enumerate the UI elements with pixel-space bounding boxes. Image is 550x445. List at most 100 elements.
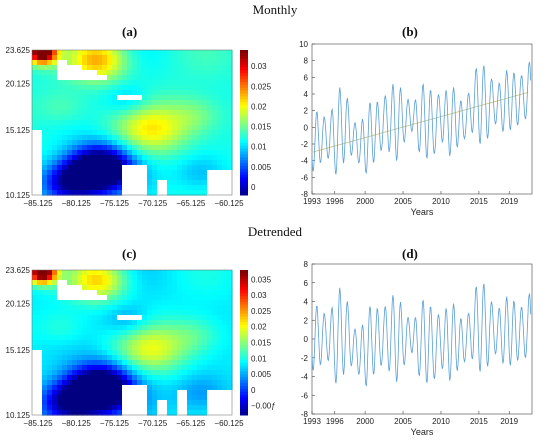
heatmap-cell (162, 95, 168, 101)
heatmap-cell (107, 125, 113, 131)
heatmap-cell (87, 290, 93, 296)
heatmap-cell (157, 135, 163, 141)
heatmap-cell (217, 160, 223, 166)
heatmap-cell (137, 165, 143, 171)
heatmap-cell (212, 340, 218, 346)
heatmap-cell (42, 145, 48, 151)
heatmap-cell (182, 300, 188, 306)
colorbar-segment (240, 339, 248, 343)
heatmap-cell (92, 65, 98, 71)
heatmap-cell (117, 320, 123, 326)
heatmap-cell (192, 85, 198, 91)
heatmap-cell (122, 155, 128, 161)
heatmap-cell (202, 375, 208, 381)
heatmap-cell (202, 350, 208, 356)
heatmap-cell (87, 185, 93, 191)
heatmap-cell (122, 170, 128, 176)
heatmap-cell (47, 135, 53, 141)
heatmap-cell (172, 155, 178, 161)
heatmap-cell (177, 130, 183, 136)
heatmap-cell (227, 335, 233, 341)
heatmap-cell (47, 320, 53, 326)
heatmap-cell (127, 310, 133, 316)
heatmap-cell (172, 410, 178, 416)
panel-label-c: (c) (122, 246, 137, 261)
heatmap-cell (112, 345, 118, 351)
heatmap-cell (122, 370, 128, 376)
heatmap-cell (197, 100, 203, 106)
heatmap-cell (107, 345, 113, 351)
heatmap-cell (227, 285, 233, 291)
heatmap-cell (227, 280, 233, 286)
heatmap-cell (182, 190, 188, 196)
heatmap-cell (42, 290, 48, 296)
heatmap-cell (47, 80, 53, 86)
heatmap-cell (202, 65, 208, 71)
heatmap-cell (47, 105, 53, 111)
heatmap-cell (117, 370, 123, 376)
heatmap-cell (77, 50, 83, 56)
heatmap-cell (192, 295, 198, 301)
heatmap-cell (32, 285, 38, 291)
heatmap-cell (37, 110, 43, 116)
colorbar-segment (240, 119, 248, 123)
heatmap-cell (177, 185, 183, 191)
heatmap-cell (77, 400, 83, 406)
heatmap-cell (72, 55, 78, 61)
heatmap-cell (182, 320, 188, 326)
heatmap-cell (167, 90, 173, 96)
heatmap-cell (52, 285, 58, 291)
heatmap-cell (47, 380, 53, 386)
heatmap-cell (157, 325, 163, 331)
heatmap-cell (62, 320, 68, 326)
heatmap-cell (192, 300, 198, 306)
heatmap-cell (67, 90, 73, 96)
heatmap-cell (217, 370, 223, 376)
heatmap-cell (52, 100, 58, 106)
heatmap-cell (32, 130, 38, 136)
heatmap-cell (62, 130, 68, 136)
heatmap-cell (142, 345, 148, 351)
heatmap-cell (47, 330, 53, 336)
heatmap-cell (147, 390, 153, 396)
heatmap-cell (62, 365, 68, 371)
heatmap-cell (37, 100, 43, 106)
heatmap-cell (202, 60, 208, 66)
heatmap-cell (112, 190, 118, 196)
heatmap-cell (182, 390, 188, 396)
heatmap-cell (177, 405, 183, 411)
colorbar-segment (240, 313, 248, 317)
heatmap-cell (97, 135, 103, 141)
heatmap-cell (107, 295, 113, 301)
heatmap-cell (117, 360, 123, 366)
heatmap-cell (162, 60, 168, 66)
heatmap-cell (157, 185, 163, 191)
heatmap-cell (82, 155, 88, 161)
heatmap-cell (192, 375, 198, 381)
heatmap-cell (112, 390, 118, 396)
heatmap-cell (227, 270, 233, 276)
colorbar-tick-label: 0.03 (251, 62, 267, 71)
heatmap-cell (112, 95, 118, 101)
heatmap-cell (187, 160, 193, 166)
heatmap-cell (197, 80, 203, 86)
heatmap-cell (92, 370, 98, 376)
heatmap-cell (207, 60, 213, 66)
heatmap-cell (62, 110, 68, 116)
heatmap-cell (132, 335, 138, 341)
heatmap-cell (197, 345, 203, 351)
heatmap-cell (192, 385, 198, 391)
heatmap-cell (212, 320, 218, 326)
heatmap-cell (107, 75, 113, 81)
heatmap-cell (67, 375, 73, 381)
heatmap-cell (152, 160, 158, 166)
heatmap-cell (112, 365, 118, 371)
heatmap-cell (197, 365, 203, 371)
heatmap-cell (52, 165, 58, 171)
heatmap-cell (182, 270, 188, 276)
heatmap-cell (102, 155, 108, 161)
heatmap-cell (207, 125, 213, 131)
heatmap-cell (117, 350, 123, 356)
heatmap-cell (32, 375, 38, 381)
heatmap-cell (52, 135, 58, 141)
